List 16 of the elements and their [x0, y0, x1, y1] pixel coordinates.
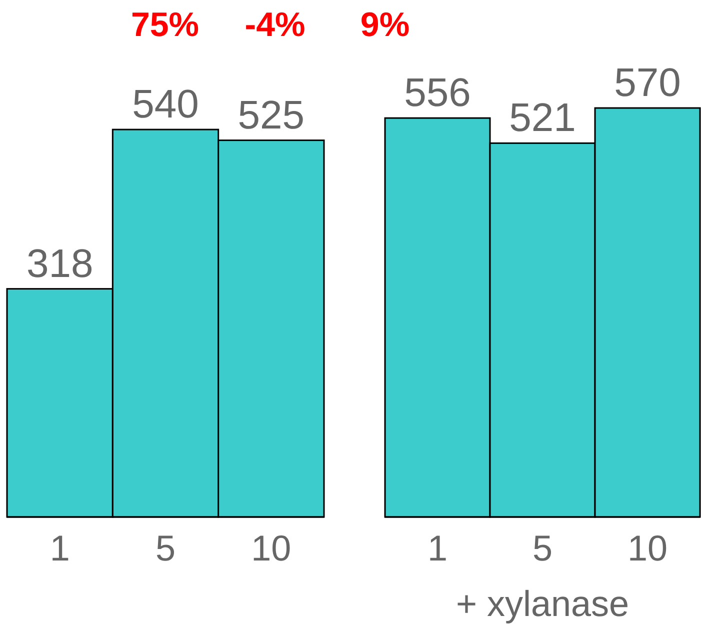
data-label: 570 [614, 61, 681, 105]
x-tick-label: 5 [532, 528, 553, 569]
x-tick-label: 10 [627, 528, 668, 569]
text: 9% [360, 6, 410, 44]
x-axis-title: + xylanase [456, 583, 630, 624]
text: 75% [130, 6, 200, 44]
data-label: 318 [26, 242, 94, 286]
x-tick-label: 5 [155, 528, 176, 569]
x-tick-label: 10 [251, 528, 292, 569]
data-label: 540 [132, 82, 199, 127]
data-label: 556 [404, 71, 471, 116]
x-tick-label: 1 [427, 528, 448, 569]
text: -4% [244, 6, 306, 44]
data-label: 525 [238, 93, 305, 138]
data-label: 521 [509, 96, 576, 140]
x-tick-label: 1 [50, 528, 70, 569]
